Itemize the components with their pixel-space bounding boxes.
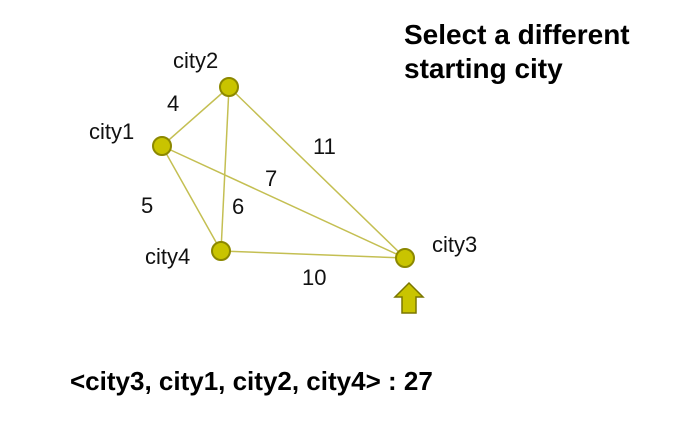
label-city4: city4 [145, 244, 190, 269]
heading-line-1: Select a different [404, 19, 630, 50]
weight-city1-city3: 7 [265, 166, 277, 191]
weight-city1-city4: 5 [141, 193, 153, 218]
weight-city2-city3: 11 [313, 134, 336, 159]
weight-city2-city4: 6 [232, 194, 244, 219]
label-city1: city1 [89, 119, 134, 144]
label-city2: city2 [173, 48, 218, 73]
edge-city4-city3 [220, 250, 406, 259]
weight-city1-city2: 4 [167, 91, 179, 116]
heading: Select a different starting city [404, 18, 630, 86]
node-city3 [395, 248, 415, 268]
edge-city1-city2 [161, 86, 230, 147]
edge-city2-city3 [228, 86, 406, 259]
edge-city2-city4 [220, 86, 230, 252]
edge-city1-city3 [161, 145, 406, 259]
node-city2 [219, 77, 239, 97]
tour-result: <city3, city1, city2, city4> : 27 [70, 366, 433, 396]
edge-city1-city4 [161, 145, 222, 252]
weight-city4-city3: 10 [302, 265, 326, 290]
label-city3: city3 [432, 232, 477, 257]
node-city1 [152, 136, 172, 156]
heading-line-2: starting city [404, 53, 563, 84]
up-arrow-icon [393, 281, 425, 314]
node-city4 [211, 241, 231, 261]
